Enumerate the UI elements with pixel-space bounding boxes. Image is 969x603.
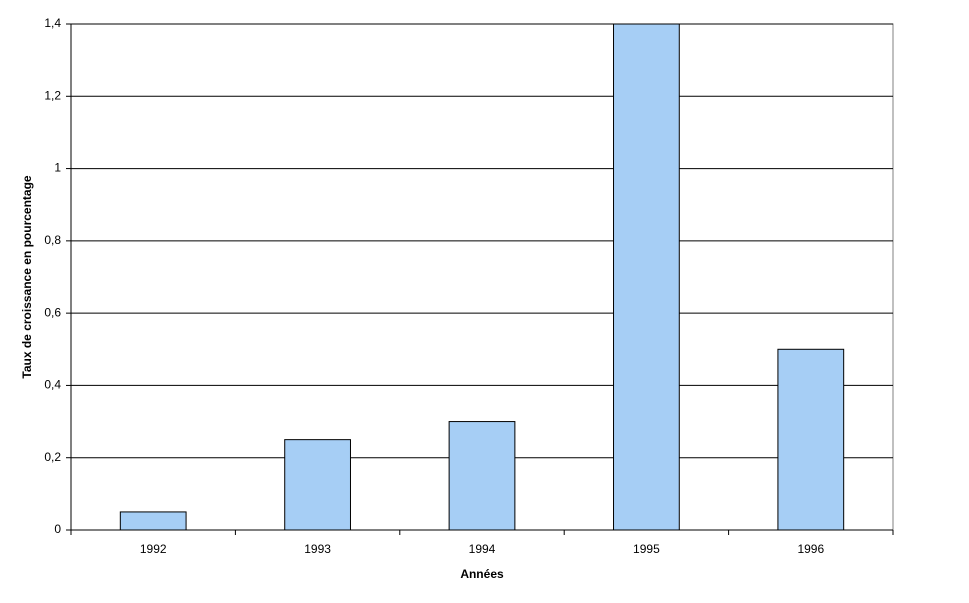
y-tick-label: 0,8 xyxy=(44,233,61,247)
y-axis-title: Taux de croissance en pourcentage xyxy=(20,175,34,379)
y-tick-label: 1,2 xyxy=(44,88,61,102)
x-tick-label: 1995 xyxy=(633,542,660,556)
y-tick-label: 0,6 xyxy=(44,305,61,319)
x-tick-label: 1994 xyxy=(469,542,496,556)
bar xyxy=(284,439,351,531)
bar xyxy=(448,421,516,531)
y-tick-label: 1 xyxy=(54,161,61,175)
x-tick-label: 1993 xyxy=(304,542,331,556)
bar xyxy=(613,23,680,531)
x-tick-label: 1996 xyxy=(797,542,824,556)
y-tick-label: 0,2 xyxy=(44,450,61,464)
y-tick-label: 0,4 xyxy=(44,378,61,392)
x-tick-label: 1992 xyxy=(140,542,167,556)
y-tick-label: 1,4 xyxy=(44,16,61,30)
bar xyxy=(119,511,187,531)
x-axis-title: Années xyxy=(460,567,504,581)
bar xyxy=(777,348,845,531)
y-tick-label: 0 xyxy=(54,522,61,536)
